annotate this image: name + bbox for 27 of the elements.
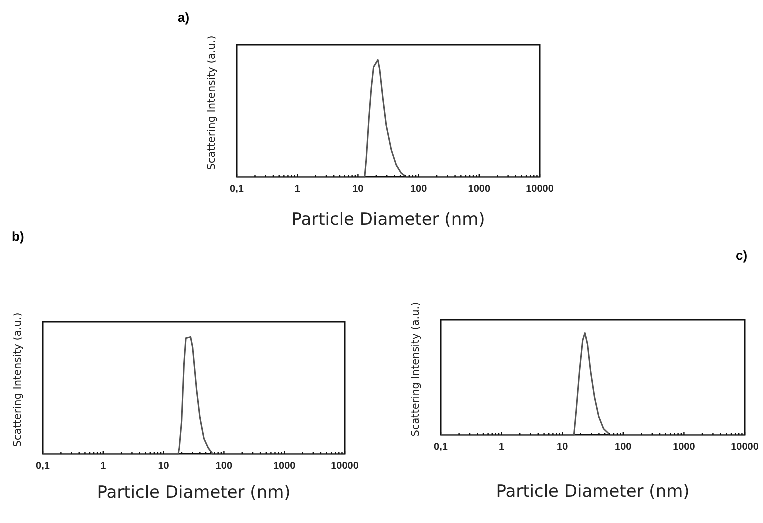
chart-title: a) — [178, 10, 190, 25]
x-tick-label: 100 — [410, 184, 428, 195]
x-tick-label: 0,1 — [230, 184, 244, 195]
x-tick-label: 10000 — [731, 442, 760, 453]
x-tick-label: 10 — [158, 461, 170, 472]
x-axis-title: Particle Diameter (nm) — [496, 482, 690, 502]
x-axis-title: Particle Diameter (nm) — [97, 483, 291, 503]
x-tick-label: 1 — [100, 461, 107, 472]
x-tick-label: 1 — [499, 442, 506, 453]
x-tick-label: 1000 — [673, 442, 696, 453]
x-tick-label: 1000 — [468, 184, 491, 195]
x-axis-title: Particle Diameter (nm) — [292, 210, 486, 230]
x-tick-label: 10 — [557, 442, 569, 453]
y-axis-title: Scattering Intensity (a.u.) — [410, 302, 422, 437]
y-axis-title: Scattering Intensity (a.u.) — [206, 36, 218, 170]
x-tick-label: 1000 — [273, 461, 296, 472]
x-tick-label: 10000 — [526, 184, 554, 195]
chart-title: c) — [736, 248, 748, 263]
x-tick-label: 100 — [615, 442, 632, 453]
chart-title: b) — [12, 229, 24, 244]
y-axis-title: Scattering Intensity (a.u.) — [12, 312, 24, 448]
x-tick-label: 10 — [352, 184, 364, 195]
x-tick-label: 10000 — [331, 461, 360, 472]
x-tick-label: 0,1 — [434, 442, 448, 453]
x-tick-label: 0,1 — [36, 461, 50, 472]
x-tick-label: 1 — [294, 184, 301, 195]
x-tick-label: 100 — [216, 461, 233, 472]
